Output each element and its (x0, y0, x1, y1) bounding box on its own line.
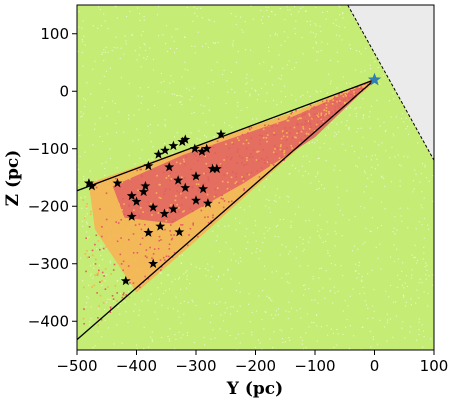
plot-area (77, 5, 434, 350)
star-point-20 (173, 175, 184, 185)
star-point-25 (211, 163, 222, 174)
x-tick-label: 100 (420, 357, 449, 375)
star-point-0 (83, 178, 94, 188)
origin-point (367, 72, 382, 86)
x-tick-label: −300 (175, 357, 216, 375)
star-point-9 (126, 211, 137, 221)
star-point-26 (191, 195, 201, 205)
star-point-27 (202, 198, 213, 208)
star-point-17 (201, 143, 212, 153)
y-tick-label: −200 (28, 197, 69, 215)
star-point-33 (148, 258, 159, 268)
x-tick-label: −400 (116, 357, 157, 375)
star-point-34 (120, 275, 131, 286)
star-point-13 (177, 136, 188, 147)
x-tick-label: −200 (235, 357, 276, 375)
y-tick-label: −100 (28, 140, 69, 158)
star-point-14 (180, 134, 191, 144)
star-point-10 (153, 149, 164, 159)
y-tick-label: 100 (40, 25, 69, 43)
cone-lower-edge (77, 79, 375, 341)
x-tick-label: −100 (294, 357, 335, 375)
star-point-1 (86, 180, 97, 191)
star-point-2 (112, 178, 123, 188)
excluded-region (347, 5, 434, 161)
star-point-12 (168, 140, 179, 151)
star-point-7 (143, 160, 154, 171)
x-tick-label: 0 (370, 357, 380, 375)
star-point-4 (131, 196, 142, 206)
star-point-30 (143, 227, 154, 237)
y-tick-label: −300 (28, 255, 69, 273)
star-point-15 (189, 143, 200, 153)
star-point-6 (140, 180, 151, 191)
star-point-21 (180, 182, 191, 193)
star-point-24 (207, 163, 218, 174)
y-axis-label: Z (pc) (3, 150, 23, 207)
star-point-16 (197, 146, 207, 156)
star-point-11 (160, 145, 171, 155)
x-axis: −500 −400 −300 −200 −100 0 100 (56, 350, 448, 375)
star-point-19 (164, 161, 175, 172)
star-point-5 (138, 186, 149, 197)
star-point-8 (148, 202, 159, 212)
star-point-31 (155, 221, 166, 231)
y-tick-label: −400 (28, 312, 69, 330)
y-tick-label: 0 (59, 82, 69, 100)
star-point-3 (126, 190, 137, 201)
cone-upper-edge (77, 79, 375, 192)
star-point-23 (198, 183, 209, 194)
density-dots (82, 79, 376, 327)
star-point-29 (159, 208, 170, 218)
star-point-32 (174, 226, 185, 237)
star-point-18 (216, 129, 226, 139)
x-axis-label: Y (pc) (226, 379, 283, 399)
y-axis: −400 −300 −200 −100 0 100 (28, 25, 77, 330)
star-point-28 (168, 203, 179, 214)
density-core (112, 85, 363, 224)
x-tick-label: −500 (56, 357, 97, 375)
star-point-22 (191, 171, 201, 181)
